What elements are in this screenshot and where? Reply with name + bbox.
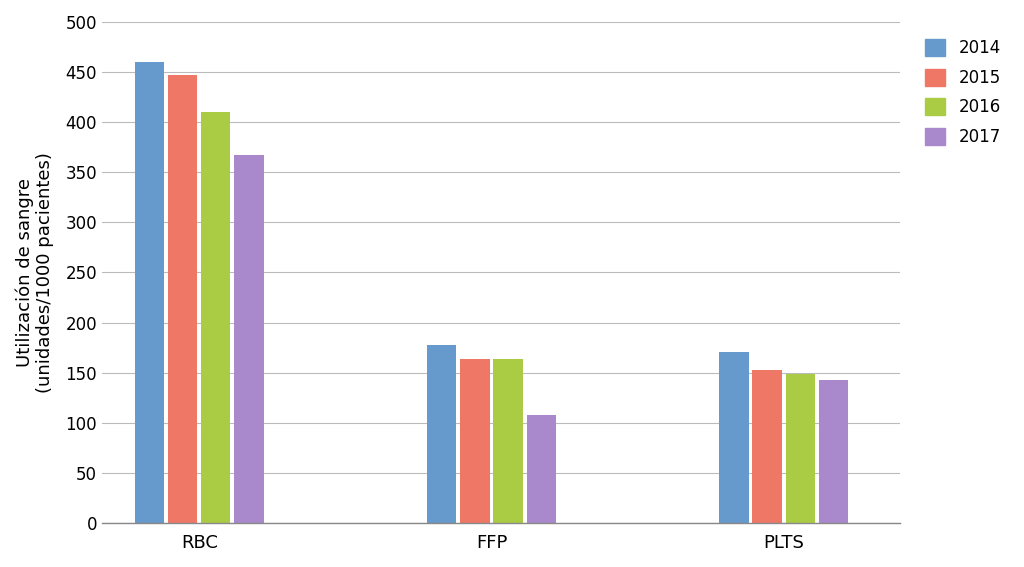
Bar <box>818 380 848 523</box>
Bar <box>785 374 815 523</box>
Bar <box>719 352 749 523</box>
Bar <box>135 62 164 523</box>
Bar <box>753 370 781 523</box>
Y-axis label: Utilización de sangre
(unidades/1000 pacientes): Utilización de sangre (unidades/1000 pac… <box>15 152 54 393</box>
Bar <box>526 414 556 523</box>
Bar <box>494 358 522 523</box>
Bar <box>202 112 230 523</box>
Bar <box>234 155 263 523</box>
Legend: 2014, 2015, 2016, 2017: 2014, 2015, 2016, 2017 <box>916 30 1009 155</box>
Bar <box>427 345 457 523</box>
Bar <box>460 358 489 523</box>
Bar <box>168 75 198 523</box>
